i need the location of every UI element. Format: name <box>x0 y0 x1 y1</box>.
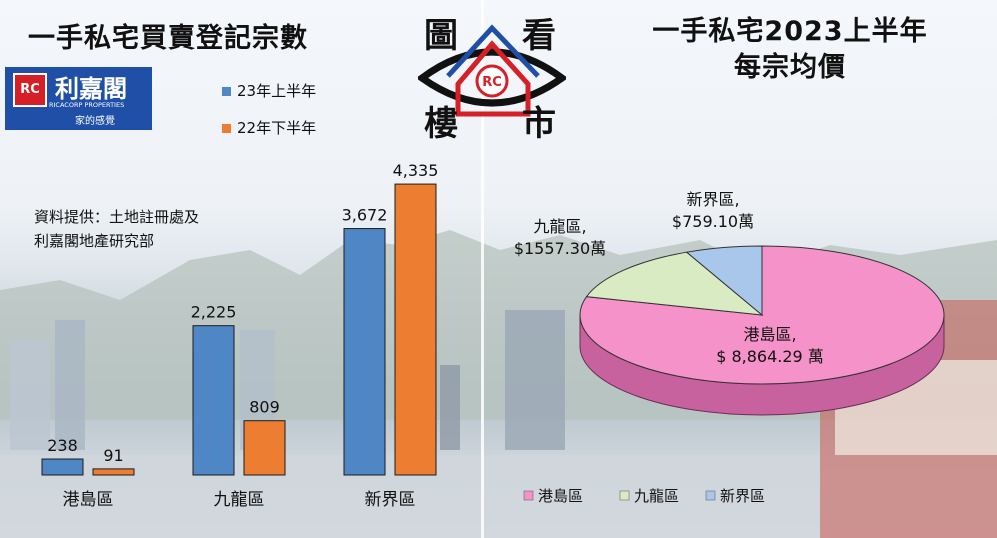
bar-chart: 238 91 港島區 2,225 809 九龍區 3,672 4,335 新界區 <box>41 161 439 510</box>
pie-slice <box>685 245 763 317</box>
bar-value-label: 809 <box>249 398 280 417</box>
pie-legend-swatch <box>619 490 630 501</box>
logo-name: 利嘉閣 <box>55 75 127 103</box>
legend-label: 23年上半年 <box>237 82 317 100</box>
bar <box>243 420 286 476</box>
city-block <box>440 365 460 450</box>
pie-data-label-name: 九龍區, <box>533 217 586 236</box>
logo-english-name: RICACORP PROPERTIES <box>49 101 125 109</box>
city-block <box>505 310 565 450</box>
legend-label: 22年下半年 <box>237 119 317 137</box>
bar <box>41 458 84 476</box>
bar-value-label: 4,335 <box>393 161 439 180</box>
category-label: 九龍區 <box>214 490 265 510</box>
bar-value-label: 238 <box>47 436 78 455</box>
right-title-line1: 一手私宅2023上半年 <box>652 16 928 47</box>
pie-legend-label: 港島區 <box>538 487 583 505</box>
pie-legend-label: 九龍區 <box>634 487 679 505</box>
pie-slice <box>585 251 764 316</box>
pie-data-label-value: $1557.30萬 <box>514 239 606 258</box>
bar <box>192 325 235 476</box>
panel-divider <box>481 0 484 538</box>
legend-swatch-blue <box>222 87 231 96</box>
source-line: 資料提供：土地註冊處及 <box>34 208 200 226</box>
city-block <box>55 320 85 450</box>
bar-value-label: 91 <box>103 446 123 465</box>
pie-data-label-name: 港島區, <box>743 325 796 344</box>
center-logo-char: 看 <box>522 16 556 56</box>
pie-legend-label: 新界區 <box>720 487 765 505</box>
legend-swatch-orange <box>222 124 231 133</box>
right-chart-title: 一手私宅2023上半年 每宗均價 <box>620 14 960 86</box>
bar-value-label: 2,225 <box>191 303 237 322</box>
pie-legend-swatch <box>705 490 716 501</box>
ricacorp-logo: RC 利嘉閣 RICACORP PROPERTIES 家的感覺 <box>5 67 152 130</box>
center-logo-char: 市 <box>522 104 556 144</box>
pie-data-label-name: 新界區, <box>686 190 739 209</box>
city-block <box>10 340 50 450</box>
center-logo-char: 圖 <box>424 16 458 56</box>
source-note: 資料提供：土地註冊處及 利嘉閣地產研究部 <box>34 205 199 253</box>
source-line: 利嘉閣地產研究部 <box>34 232 155 250</box>
center-logo-char: 樓 <box>424 104 458 144</box>
left-chart-title: 一手私宅買賣登記宗數 <box>28 23 308 54</box>
bar <box>394 183 437 476</box>
bar <box>343 228 386 476</box>
bar-value-label: 3,672 <box>342 206 388 225</box>
category-label: 港島區 <box>63 490 114 510</box>
legend-item-23h1: 23年上半年 <box>222 80 316 101</box>
center-logo: RC 圖 看 樓 市 <box>418 6 566 144</box>
logo-slogan: 家的感覺 <box>75 116 115 127</box>
pie-data-label-value: $759.10萬 <box>672 212 754 231</box>
rc-logo-icon: RC <box>13 73 47 107</box>
pie-data-label-value: $ 8,864.29 萬 <box>716 347 824 366</box>
pie-legend-swatch <box>523 490 534 501</box>
right-title-line2: 每宗均價 <box>734 52 846 83</box>
bar <box>92 468 135 476</box>
legend-item-22h2: 22年下半年 <box>222 117 316 138</box>
eye-house-icon: RC <box>418 24 566 117</box>
center-logo-mark: RC <box>482 75 502 90</box>
category-label: 新界區 <box>365 490 416 510</box>
